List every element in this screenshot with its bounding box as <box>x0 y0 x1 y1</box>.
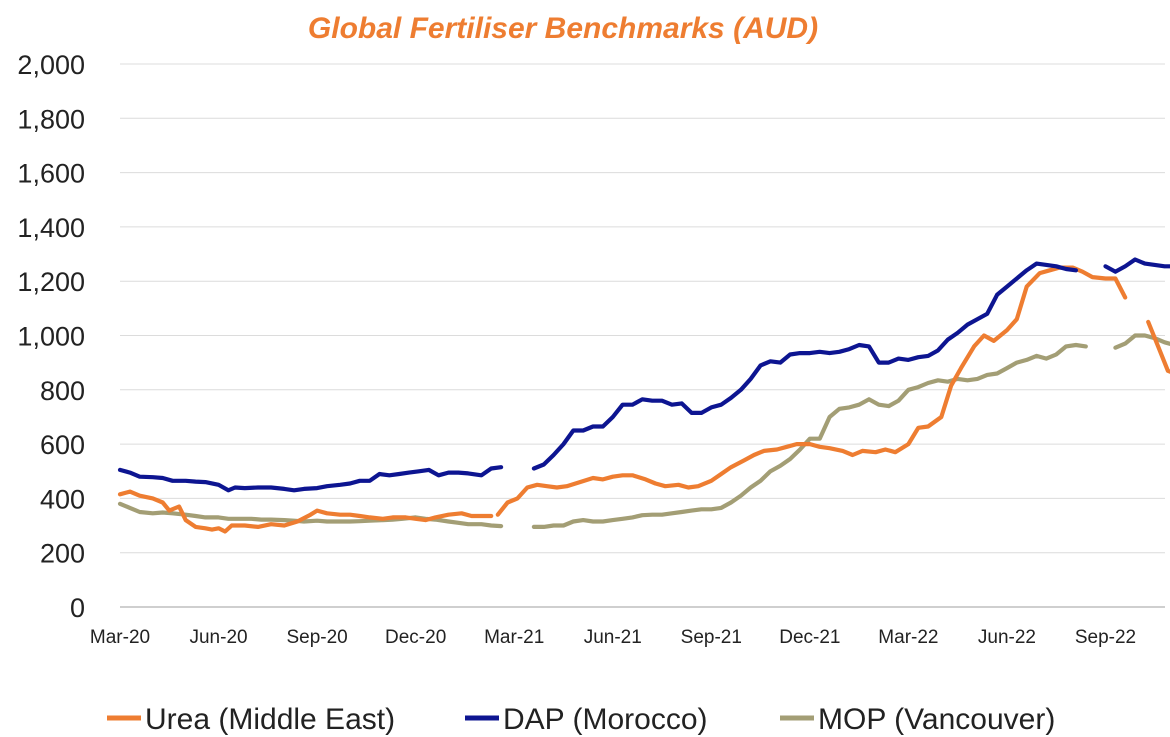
y-tick-label: 1,600 <box>17 159 85 189</box>
series-dap-morocco <box>117 257 1170 493</box>
series-line-segment <box>117 489 494 534</box>
y-tick-label: 1,000 <box>17 322 85 352</box>
series-line-segment <box>1146 319 1170 374</box>
x-tick-label: Mar-22 <box>878 627 938 648</box>
y-tick-label: 600 <box>40 430 85 460</box>
y-tick-label: 800 <box>40 376 85 406</box>
y-tick-label: 200 <box>40 539 85 569</box>
legend-label: Urea (Middle East) <box>145 703 395 736</box>
x-tick-label: Jun-22 <box>978 627 1036 648</box>
x-tick-label: Jun-20 <box>189 627 247 648</box>
y-tick-label: 2,000 <box>17 50 85 80</box>
y-tick-label: 400 <box>40 484 85 514</box>
series-line-segment <box>1113 333 1170 350</box>
x-tick-label: Dec-20 <box>385 627 446 648</box>
x-tick-label: Dec-21 <box>779 627 840 648</box>
y-tick-label: 1,800 <box>17 104 85 134</box>
x-tick-label: Sep-22 <box>1075 627 1136 648</box>
legend: Urea (Middle East) DAP (Morocco) MOP (Vanc… <box>107 703 1055 736</box>
gridlines <box>120 63 1165 554</box>
y-tick-label: 1,400 <box>17 213 85 243</box>
y-tick-label: 0 <box>70 593 85 623</box>
series-line-segment <box>117 465 504 493</box>
x-axis-ticks: Mar-20 Jun-20 Sep-20 Dec-20 Mar-21 Jun-21 Sep-… <box>90 627 1136 648</box>
series-line-segment <box>531 342 1088 529</box>
y-axis-ticks: 0 200 400 600 800 1,000 1,200 1,400 1,600 1,800 2,… <box>17 50 85 623</box>
x-tick-label: Mar-21 <box>484 627 544 648</box>
legend-label: DAP (Morocco) <box>503 703 708 736</box>
series-line-segment <box>531 261 1078 471</box>
series-lines <box>117 257 1170 534</box>
x-tick-label: Mar-20 <box>90 627 150 648</box>
series-line-segment <box>495 265 1128 517</box>
x-tick-label: Sep-21 <box>681 627 742 648</box>
chart-title: Global Fertiliser Benchmarks (AUD) <box>308 12 818 45</box>
x-tick-label: Sep-20 <box>286 627 347 648</box>
y-tick-label: 1,200 <box>17 267 85 297</box>
series-line-segment <box>1103 257 1170 274</box>
series-urea-middle-east <box>117 265 1170 534</box>
x-tick-label: Jun-21 <box>584 627 642 648</box>
legend-label: MOP (Vancouver) <box>818 703 1055 736</box>
